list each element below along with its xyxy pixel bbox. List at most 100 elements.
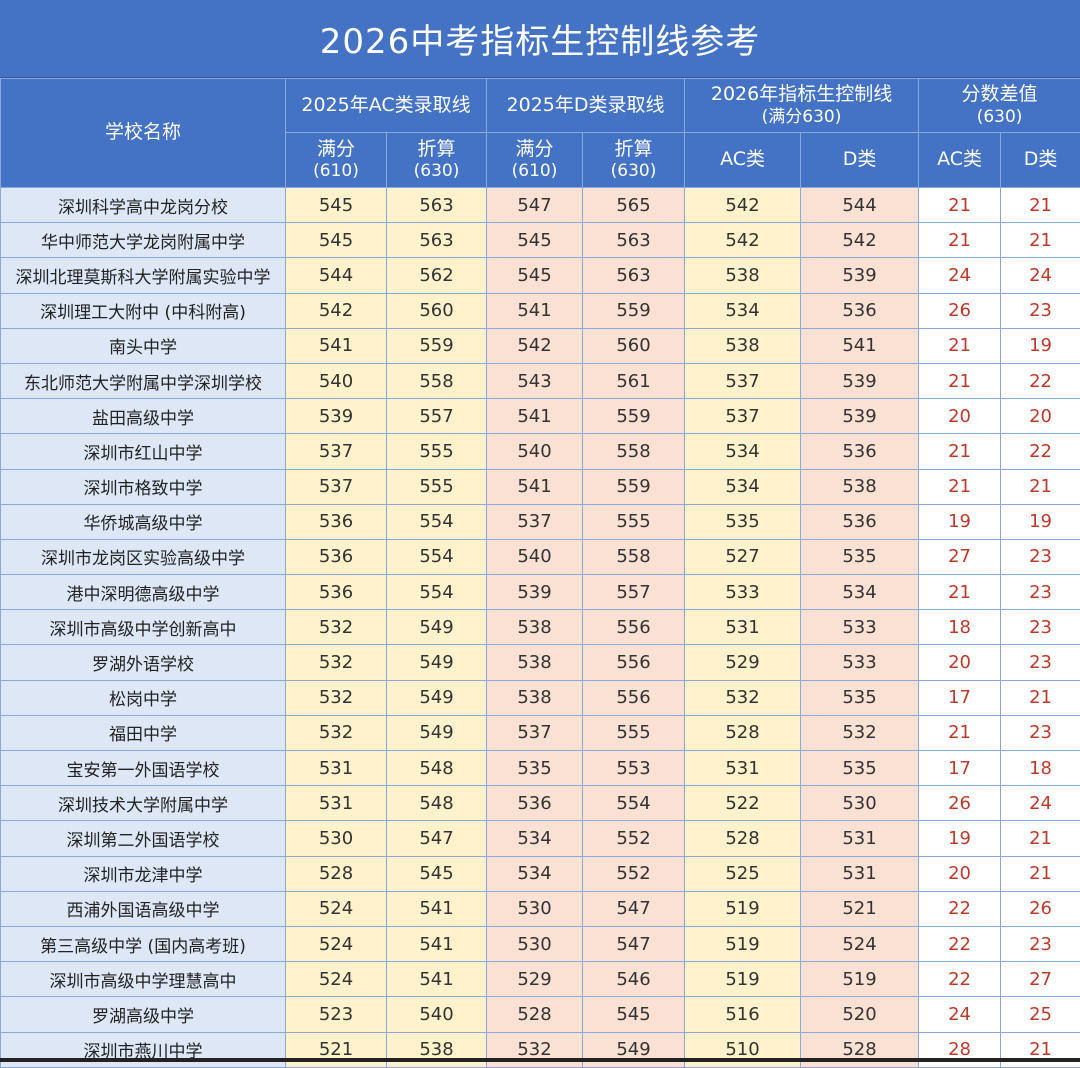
diff-d-cell: 23 xyxy=(1001,575,1080,610)
ac-conv-cell: 549 xyxy=(387,645,487,680)
school-name-cell: 南头中学 xyxy=(1,328,286,363)
control-d-cell: 536 xyxy=(801,434,919,469)
d-conv-cell: 559 xyxy=(583,399,685,434)
control-d-cell: 535 xyxy=(801,539,919,574)
d-full-cell: 536 xyxy=(487,786,583,821)
control-d-cell: 524 xyxy=(801,926,919,961)
diff-d-cell: 24 xyxy=(1001,258,1080,293)
d-full-cell: 541 xyxy=(487,293,583,328)
control-d-cell: 519 xyxy=(801,962,919,997)
diff-ac-cell: 27 xyxy=(919,539,1001,574)
header-ac-conv: 折算 (630) xyxy=(387,133,487,188)
control-ac-cell: 538 xyxy=(685,328,801,363)
control-ac-cell: 537 xyxy=(685,399,801,434)
ac-conv-cell: 547 xyxy=(387,821,487,856)
diff-d-cell: 23 xyxy=(1001,539,1080,574)
header-d-conv-sub: (630) xyxy=(583,161,684,182)
d-full-cell: 530 xyxy=(487,926,583,961)
control-d-cell: 530 xyxy=(801,786,919,821)
ac-full-cell: 541 xyxy=(286,328,387,363)
score-table: 学校名称 2025年AC类录取线 2025年D类录取线 2026年指标生控制线 … xyxy=(0,78,1080,1068)
ac-conv-cell: 549 xyxy=(387,715,487,750)
d-conv-cell: 556 xyxy=(583,645,685,680)
control-d-cell: 536 xyxy=(801,504,919,539)
ac-conv-cell: 562 xyxy=(387,258,487,293)
header-ac-full-sub: (610) xyxy=(286,161,386,182)
school-name-cell: 深圳市龙津中学 xyxy=(1,856,286,891)
control-d-cell: 533 xyxy=(801,645,919,680)
diff-d-cell: 21 xyxy=(1001,680,1080,715)
control-d-cell: 544 xyxy=(801,188,919,223)
header-ac-conv-sub: (630) xyxy=(387,161,486,182)
ac-conv-cell: 549 xyxy=(387,610,487,645)
d-full-cell: 530 xyxy=(487,891,583,926)
header-diff: 分数差值 (630) xyxy=(919,79,1080,133)
ac-conv-cell: 555 xyxy=(387,469,487,504)
diff-ac-cell: 19 xyxy=(919,504,1001,539)
diff-ac-cell: 17 xyxy=(919,751,1001,786)
diff-d-cell: 23 xyxy=(1001,926,1080,961)
d-full-cell: 540 xyxy=(487,434,583,469)
d-conv-cell: 560 xyxy=(583,328,685,363)
diff-d-cell: 23 xyxy=(1001,293,1080,328)
diff-ac-cell: 17 xyxy=(919,680,1001,715)
ac-conv-cell: 545 xyxy=(387,856,487,891)
school-name-cell: 深圳市龙岗区实验高级中学 xyxy=(1,539,286,574)
diff-d-cell: 23 xyxy=(1001,610,1080,645)
control-ac-cell: 529 xyxy=(685,645,801,680)
control-d-cell: 535 xyxy=(801,680,919,715)
d-conv-cell: 545 xyxy=(583,997,685,1032)
ac-conv-cell: 557 xyxy=(387,399,487,434)
control-d-cell: 531 xyxy=(801,856,919,891)
ac-conv-cell: 548 xyxy=(387,786,487,821)
control-d-cell: 521 xyxy=(801,891,919,926)
diff-ac-cell: 19 xyxy=(919,821,1001,856)
control-ac-cell: 516 xyxy=(685,997,801,1032)
d-conv-cell: 546 xyxy=(583,962,685,997)
ac-full-cell: 536 xyxy=(286,539,387,574)
ac-full-cell: 528 xyxy=(286,856,387,891)
control-d-cell: 532 xyxy=(801,715,919,750)
school-name-cell: 华中师范大学龙岗附属中学 xyxy=(1,223,286,258)
diff-d-cell: 18 xyxy=(1001,751,1080,786)
diff-ac-cell: 21 xyxy=(919,575,1001,610)
control-ac-cell: 531 xyxy=(685,751,801,786)
school-name-cell: 深圳市高级中学创新高中 xyxy=(1,610,286,645)
header-control-2026-sub: (满分630) xyxy=(685,107,918,128)
diff-ac-cell: 21 xyxy=(919,223,1001,258)
control-d-cell: 538 xyxy=(801,469,919,504)
control-ac-cell: 527 xyxy=(685,539,801,574)
header-school: 学校名称 xyxy=(1,79,286,188)
school-name-cell: 宝安第一外国语学校 xyxy=(1,751,286,786)
table-header: 学校名称 2025年AC类录取线 2025年D类录取线 2026年指标生控制线 … xyxy=(1,79,1080,188)
d-full-cell: 535 xyxy=(487,751,583,786)
d-conv-cell: 565 xyxy=(583,188,685,223)
ac-full-cell: 524 xyxy=(286,926,387,961)
ac-conv-cell: 554 xyxy=(387,575,487,610)
control-ac-cell: 535 xyxy=(685,504,801,539)
school-name-cell: 松岗中学 xyxy=(1,680,286,715)
control-ac-cell: 525 xyxy=(685,856,801,891)
d-full-cell: 541 xyxy=(487,399,583,434)
ac-full-cell: 536 xyxy=(286,575,387,610)
diff-ac-cell: 21 xyxy=(919,469,1001,504)
ac-full-cell: 532 xyxy=(286,680,387,715)
ac-conv-cell: 549 xyxy=(387,680,487,715)
control-d-cell: 531 xyxy=(801,821,919,856)
d-conv-cell: 552 xyxy=(583,856,685,891)
d-full-cell: 539 xyxy=(487,575,583,610)
d-conv-cell: 552 xyxy=(583,821,685,856)
header-diff-title: 分数差值 xyxy=(962,83,1038,105)
control-ac-cell: 532 xyxy=(685,680,801,715)
diff-d-cell: 23 xyxy=(1001,645,1080,680)
ac-full-cell: 545 xyxy=(286,223,387,258)
diff-d-cell: 21 xyxy=(1001,223,1080,258)
header-d-full-sub: (610) xyxy=(487,161,582,182)
school-name-cell: 深圳市红山中学 xyxy=(1,434,286,469)
